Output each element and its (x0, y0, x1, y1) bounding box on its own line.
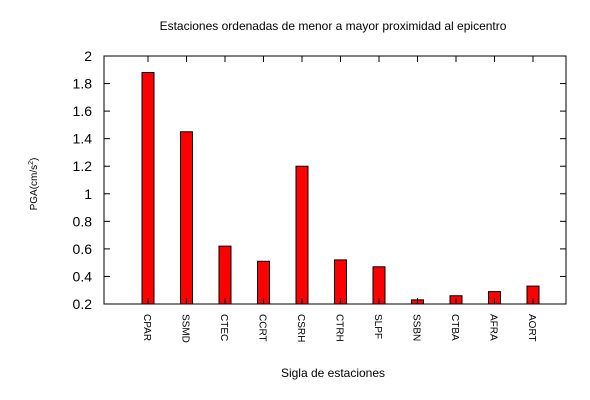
x-tick-label-slpf: SLPF (372, 314, 383, 339)
plot-frame (103, 55, 567, 305)
y-axis-label-main: PGA(cm/s (29, 165, 40, 211)
x-tick-label-afra: AFRA (488, 314, 499, 341)
y-tick-label: 1.8 (73, 76, 93, 92)
x-tick-label-cpar: CPAR (141, 314, 152, 341)
x-tick-label-ssbn: SSBN (411, 314, 422, 341)
chart-title: Estaciones ordenadas de menor a mayor pr… (160, 19, 507, 33)
y-tick-label: 0.8 (73, 213, 93, 229)
y-axis-label: PGA(cm/s2) (28, 158, 40, 211)
y-tick-label: 1.6 (73, 103, 93, 119)
y-ticks-group: 0.2 0.4 0.6 0.8 1 1.2 1.4 1.6 1.8 2 (73, 48, 566, 312)
y-tick-label: 2 (84, 48, 92, 64)
bar-ccrt (257, 260, 270, 305)
y-tick-label: 0.6 (73, 241, 93, 257)
bar-csrh (295, 165, 309, 305)
bar-cpar (141, 72, 155, 305)
x-tick-label-csrh: CSRH (295, 314, 306, 342)
y-tick-label: 1.4 (73, 131, 93, 147)
x-tick-label-ccrt: CCRT (257, 314, 268, 342)
y-tick-label: 1.2 (73, 158, 93, 174)
x-tick-label-ssmd: SSMD (180, 314, 191, 343)
x-tick-label-ctrh: CTRH (334, 314, 345, 342)
bars-group (141, 72, 540, 305)
x-tick-label-ctba: CTBA (449, 314, 460, 341)
y-axis-label-superscript: 2 (28, 161, 35, 165)
y-axis-label-end: ) (29, 158, 40, 161)
bar-ssmd (180, 131, 193, 305)
x-ticks-group: CPAR SSMD CTEC CCRT CSRH CTRH SLPF SSBN CTBA AFRA… (141, 56, 537, 343)
y-tick-label: 1 (84, 186, 92, 202)
x-axis-label: Sigla de estaciones (281, 366, 385, 380)
bar-ctrh (334, 259, 347, 305)
x-tick-label-ctec: CTEC (218, 314, 229, 341)
y-tick-label: 0.2 (73, 296, 93, 312)
x-tick-label-aort: AORT (526, 314, 537, 342)
y-tick-label: 0.4 (73, 268, 93, 284)
bar-ctec (218, 245, 232, 305)
